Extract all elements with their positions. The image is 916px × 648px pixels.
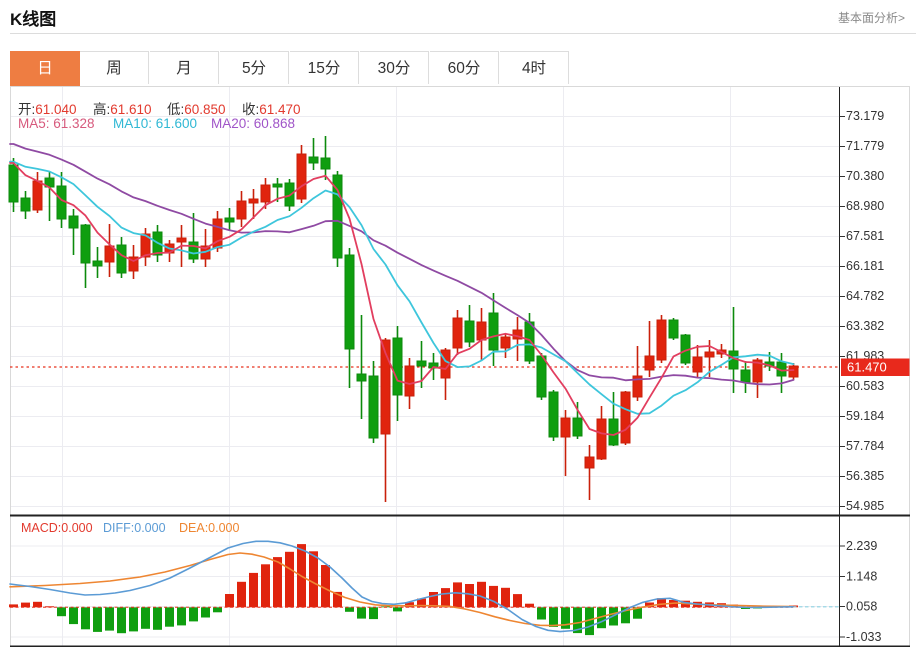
svg-text:71.779: 71.779	[846, 139, 884, 153]
svg-text:60.583: 60.583	[846, 379, 884, 393]
svg-text:63.382: 63.382	[846, 319, 884, 333]
svg-text:73.179: 73.179	[846, 109, 884, 123]
svg-text:56.385: 56.385	[846, 469, 884, 483]
svg-text:61.470: 61.470	[847, 360, 887, 375]
svg-text:0.058: 0.058	[846, 600, 877, 614]
svg-text:70.380: 70.380	[846, 169, 884, 183]
svg-text:67.581: 67.581	[846, 229, 884, 243]
svg-text:2.239: 2.239	[846, 539, 877, 553]
svg-text:64.782: 64.782	[846, 289, 884, 303]
svg-text:57.784: 57.784	[846, 439, 884, 453]
svg-text:68.980: 68.980	[846, 199, 884, 213]
svg-text:1.148: 1.148	[846, 569, 877, 583]
svg-text:54.985: 54.985	[846, 499, 884, 513]
svg-text:59.184: 59.184	[846, 409, 884, 423]
svg-text:66.181: 66.181	[846, 259, 884, 273]
svg-text:-1.033: -1.033	[846, 630, 881, 644]
